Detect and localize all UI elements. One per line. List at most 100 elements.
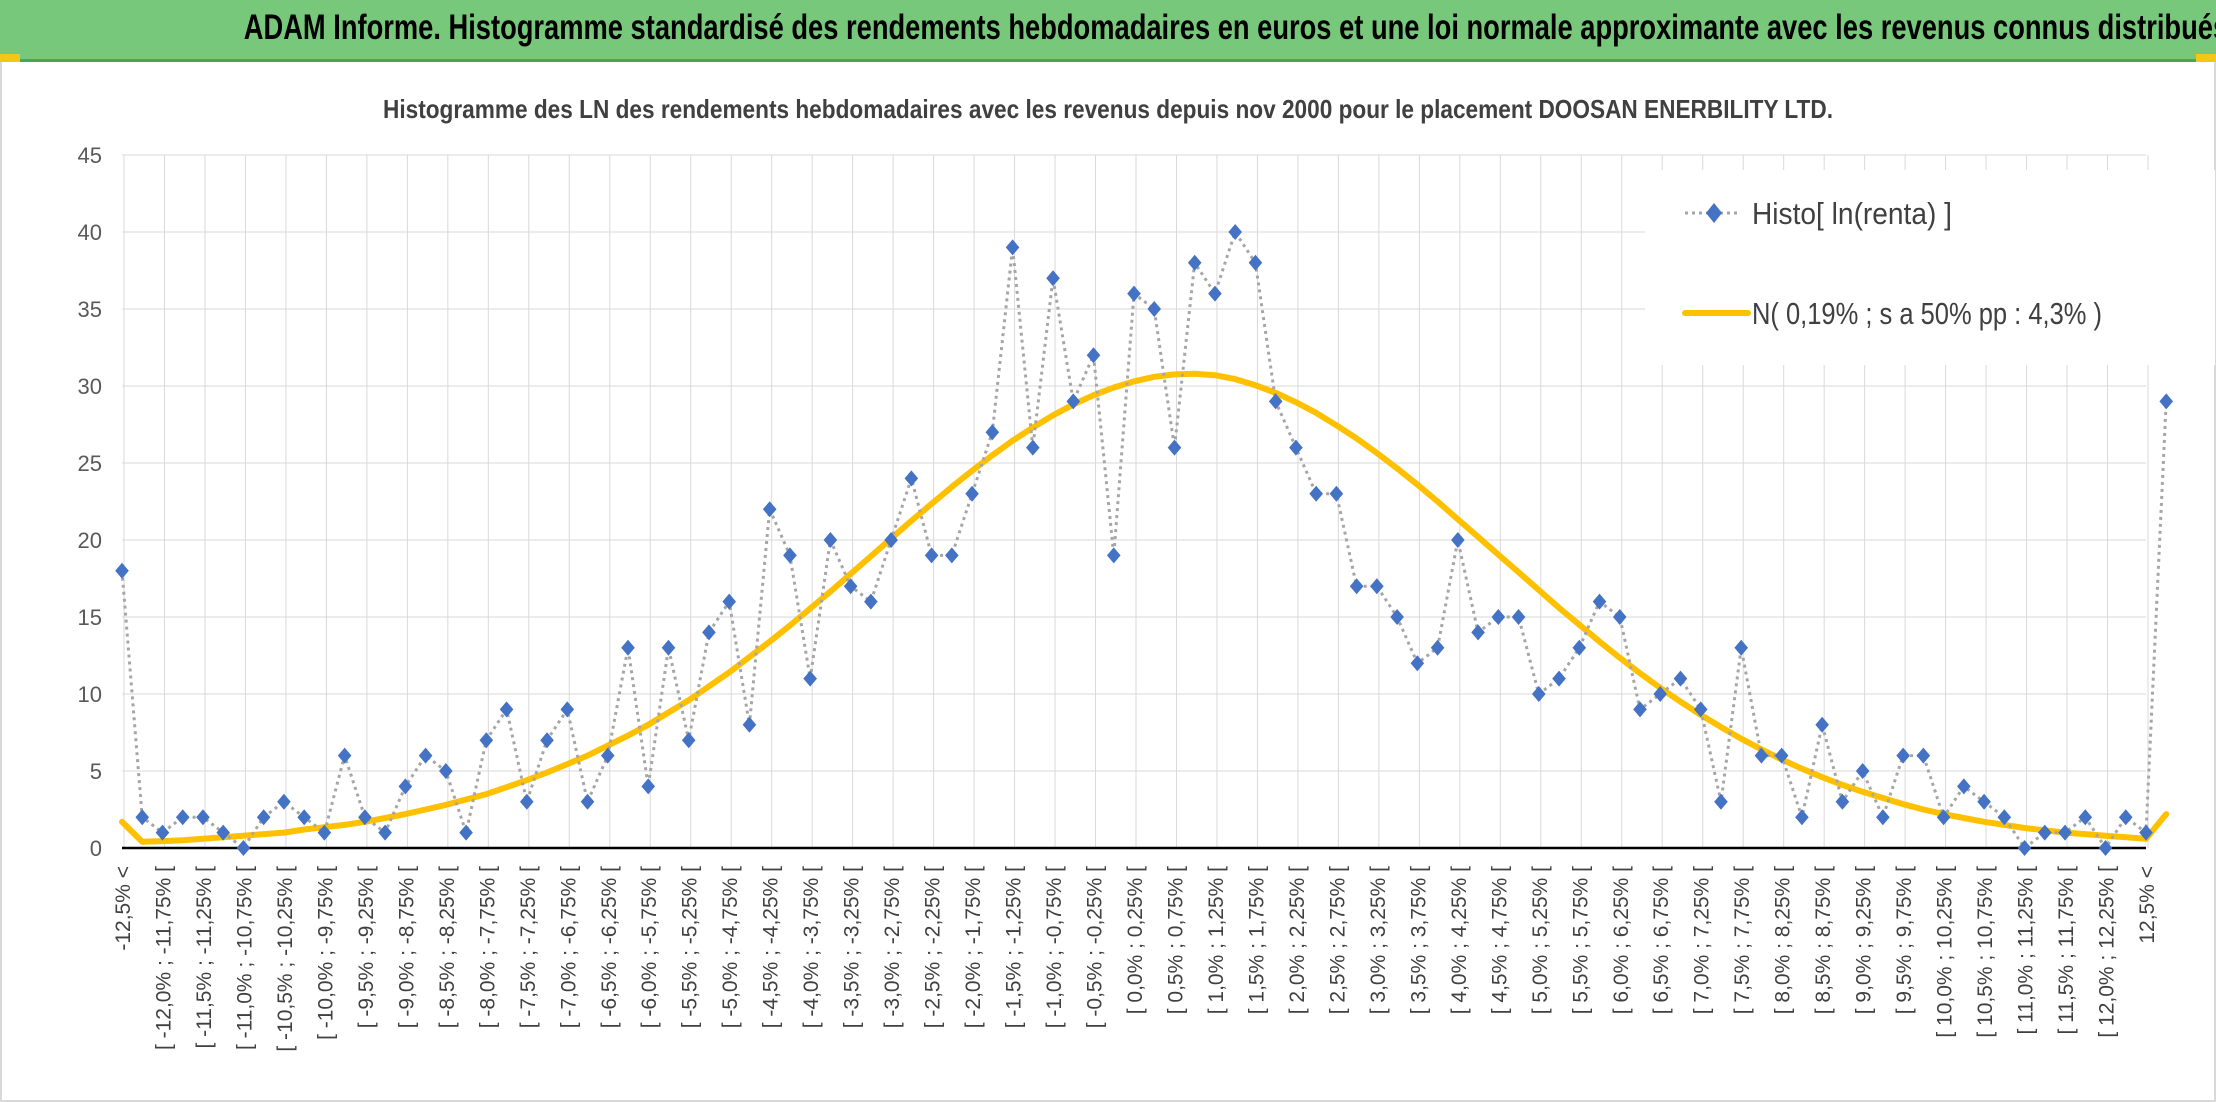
histo-point bbox=[1714, 793, 1728, 810]
histo-point bbox=[1005, 239, 1020, 256]
histo-point bbox=[722, 593, 736, 610]
x-tick-label: [ 12,0% ; 12,25% [ bbox=[2096, 866, 2119, 1038]
histo-point bbox=[560, 701, 575, 718]
histo-point bbox=[1552, 670, 1566, 687]
legend-histo-label: Histo[ ln(renta) ] bbox=[1752, 196, 1952, 231]
histo-point bbox=[135, 809, 150, 826]
histo-point bbox=[479, 732, 494, 749]
histo-point bbox=[1511, 609, 1526, 625]
banner-corner-left bbox=[0, 54, 20, 62]
x-tick-label: [ -10,0% ; -9,75% [ bbox=[314, 866, 337, 1040]
normal-curve-layer bbox=[119, 370, 2170, 845]
histo-point bbox=[520, 793, 534, 810]
histo-point bbox=[1106, 547, 1121, 564]
histo-point bbox=[2017, 840, 2032, 856]
histo-point bbox=[924, 547, 939, 564]
y-tick-label: 40 bbox=[78, 220, 102, 245]
normal-curve-line bbox=[119, 370, 2170, 845]
histo-point bbox=[1835, 793, 1850, 810]
y-tick-label: 10 bbox=[78, 682, 102, 707]
histo-point bbox=[681, 732, 696, 749]
x-tick-label: [ 8,5% ; 8,75% [ bbox=[1812, 866, 1835, 1014]
chart-title: Histogramme des LN des rendements hebdom… bbox=[383, 94, 1833, 124]
gridlines bbox=[122, 154, 2149, 848]
histo-point bbox=[155, 824, 170, 841]
x-tick-label: [ 10,0% ; 10,25% [ bbox=[1934, 866, 1957, 1038]
histo-point bbox=[317, 824, 332, 841]
histo-point bbox=[843, 578, 858, 595]
legend-normal-label: N( 0,19% ; s a 50% pp : 4,3% ) bbox=[1752, 296, 2102, 331]
histo-point bbox=[904, 470, 919, 487]
histo-point bbox=[600, 747, 615, 764]
histo-point bbox=[1127, 285, 1141, 302]
x-tick-label: [ 8,0% ; 8,25% [ bbox=[1772, 866, 1795, 1014]
histo-point bbox=[1349, 578, 1364, 595]
y-tick-label: 45 bbox=[78, 143, 102, 168]
histo-point bbox=[1795, 809, 1809, 826]
histo-point bbox=[1612, 609, 1627, 625]
histo-point bbox=[439, 763, 453, 779]
histo-point bbox=[175, 809, 190, 826]
x-tick-label: [ 4,0% ; 4,25% [ bbox=[1448, 866, 1471, 1014]
x-tick-label: [ -5,5% ; -5,25% [ bbox=[679, 866, 702, 1028]
x-tick-label: [ -6,0% ; -5,75% [ bbox=[638, 866, 661, 1028]
histo-point bbox=[337, 747, 352, 764]
histo-point bbox=[1309, 485, 1323, 502]
histo-point bbox=[499, 701, 514, 718]
histo-point bbox=[459, 824, 473, 841]
banner-title: ADAM Informe. Histogramme standardisé de… bbox=[243, 8, 2216, 47]
x-tick-label: [ -4,5% ; -4,25% [ bbox=[760, 866, 783, 1028]
histo-point bbox=[783, 547, 797, 564]
histo-point bbox=[1592, 593, 1607, 610]
x-tick-label: [ 7,5% ; 7,75% [ bbox=[1731, 866, 1754, 1014]
histo-point bbox=[1693, 701, 1708, 718]
histo-point bbox=[661, 639, 676, 656]
histo-point bbox=[1997, 809, 2012, 826]
x-tick-label: [ -7,0% ; -6,75% [ bbox=[557, 866, 580, 1028]
histo-point bbox=[1410, 655, 1425, 672]
histo-point bbox=[1430, 639, 1445, 656]
x-tick-label: [ -7,5% ; -7,25% [ bbox=[517, 866, 540, 1028]
x-tick-label: [ 9,0% ; 9,25% [ bbox=[1853, 866, 1876, 1014]
x-tick-label: [ 9,5% ; 9,75% [ bbox=[1893, 866, 1916, 1014]
y-axis: 0 5 10 15 20 25 30 35 40 45 bbox=[78, 143, 102, 861]
histo-point bbox=[358, 809, 372, 826]
histo-point bbox=[1774, 747, 1789, 764]
histo-point bbox=[1633, 701, 1647, 718]
histo-point bbox=[884, 532, 898, 548]
histo-point bbox=[1248, 254, 1263, 271]
y-tick-label: 15 bbox=[78, 605, 102, 630]
x-tick-label: [ -11,5% ; -11,25% [ bbox=[193, 866, 216, 1049]
x-tick-label: [ -3,0% ; -2,75% [ bbox=[881, 866, 904, 1028]
histo-point bbox=[277, 793, 291, 810]
histo-point bbox=[1167, 439, 1182, 456]
y-tick-label: 25 bbox=[78, 451, 102, 476]
y-tick-label: 20 bbox=[78, 528, 102, 553]
histo-point bbox=[216, 824, 230, 841]
histo-point bbox=[823, 532, 838, 548]
histo-point bbox=[418, 747, 433, 764]
histo-point bbox=[580, 793, 595, 810]
histo-point bbox=[985, 424, 1000, 441]
histo-point bbox=[1370, 578, 1384, 595]
x-tick-label: [ 7,0% ; 7,25% [ bbox=[1691, 866, 1714, 1014]
histo-point bbox=[762, 501, 777, 518]
histo-point bbox=[540, 732, 554, 749]
histo-point bbox=[2058, 824, 2072, 841]
x-tick-label: [ 0,5% ; 0,75% [ bbox=[1164, 866, 1187, 1014]
histo-point bbox=[945, 547, 959, 564]
histo-point bbox=[2118, 809, 2133, 826]
x-tick-label: [ -6,5% ; -6,25% [ bbox=[598, 866, 621, 1028]
legend-background bbox=[1645, 170, 2215, 365]
x-tick-label: [ 6,5% ; 6,75% [ bbox=[1650, 866, 1673, 1014]
histo-point bbox=[702, 624, 716, 641]
x-tick-label: [ -9,5% ; -9,25% [ bbox=[355, 866, 378, 1028]
histo-point bbox=[236, 840, 251, 856]
histo-point bbox=[1026, 439, 1040, 456]
y-tick-label: 5 bbox=[90, 759, 102, 784]
histo-point bbox=[803, 670, 817, 687]
histo-point bbox=[115, 562, 129, 579]
histo-point bbox=[378, 824, 392, 841]
x-tick-label: 12,5% < bbox=[2136, 866, 2159, 944]
